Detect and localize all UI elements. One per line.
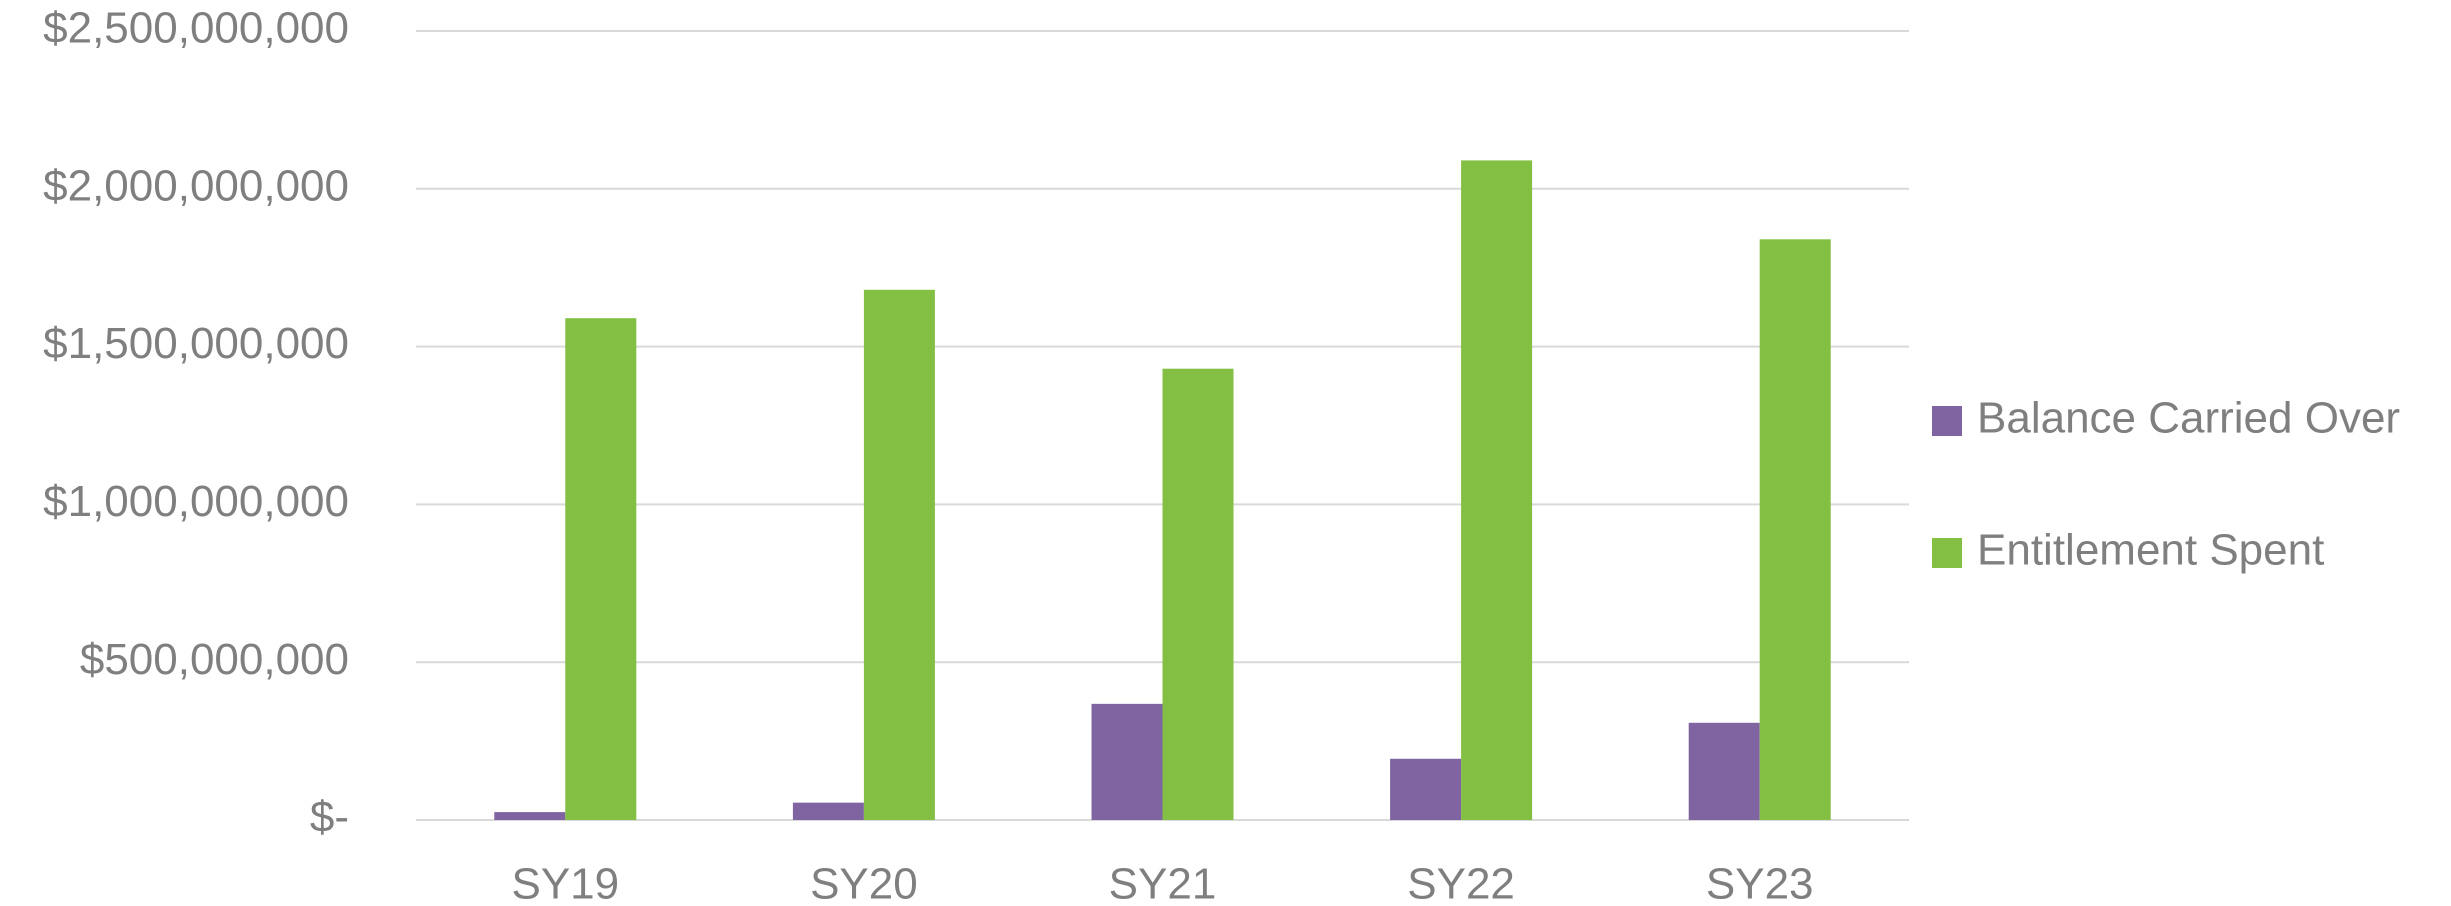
y-tick-label: $500,000,000: [80, 635, 349, 684]
bar: [1390, 758, 1462, 820]
y-tick-label: $2,500,000,000: [43, 4, 349, 53]
legend-swatch: [1932, 538, 1962, 568]
bar: [565, 318, 637, 820]
bar: [1759, 239, 1831, 820]
legend-label: Entitlement Spent: [1977, 526, 2324, 575]
x-tick-label: SY23: [1706, 860, 1814, 906]
y-tick-label: $1,500,000,000: [43, 319, 349, 368]
x-tick-label: SY22: [1407, 860, 1515, 906]
bar: [863, 289, 935, 820]
x-tick-label: SY19: [511, 860, 619, 906]
bar: [792, 802, 864, 820]
bar: [1162, 368, 1234, 820]
bar: [1688, 722, 1760, 820]
x-tick-label: SY21: [1109, 860, 1217, 906]
legend-label: Balance Carried Over: [1977, 394, 2400, 443]
y-tick-label: $-: [310, 793, 349, 842]
y-tick-label: $1,000,000,000: [43, 477, 349, 526]
bar: [1461, 160, 1533, 820]
x-tick-label: SY20: [810, 860, 918, 906]
y-tick-label: $2,000,000,000: [43, 161, 349, 210]
bar: [494, 812, 566, 820]
bar: [1091, 703, 1163, 820]
legend-swatch: [1932, 406, 1962, 436]
